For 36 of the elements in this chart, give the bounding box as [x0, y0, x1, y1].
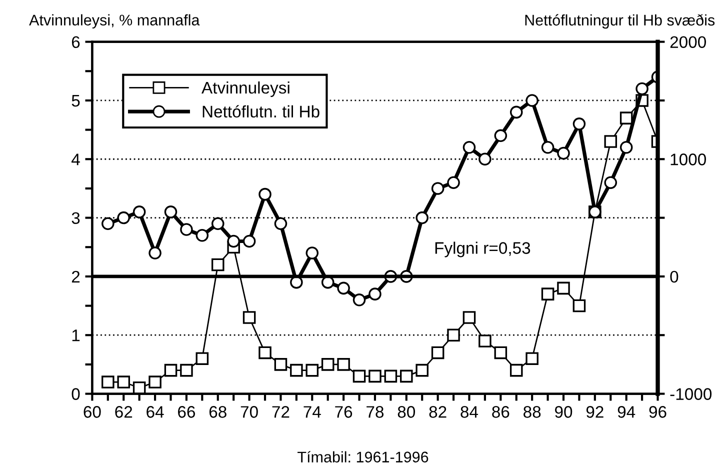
- y2-tick-label: -1000: [670, 388, 712, 400]
- y-tick-label: 5: [72, 95, 80, 107]
- legend-label: Nettóflutn. til Hb: [202, 105, 320, 118]
- y2-tick-label: 2000: [670, 36, 706, 48]
- x-tick-label: 84: [460, 406, 478, 418]
- y2-tick-label: 1000: [670, 154, 706, 166]
- annotation: Fylgni r=0,53: [435, 242, 530, 258]
- y-tick-label: 2: [72, 270, 80, 282]
- x-tick-label: 68: [209, 406, 226, 418]
- x-tick-label: 70: [240, 406, 258, 418]
- x-tick-label: 72: [272, 406, 290, 418]
- x-tick-label: 88: [524, 406, 541, 418]
- x-tick-label: 86: [492, 406, 510, 418]
- y-tick-label: 6: [72, 36, 80, 48]
- x-tick-label: 66: [178, 406, 195, 418]
- y-tick-label: 3: [72, 212, 80, 224]
- x-tick-label: 94: [618, 406, 636, 418]
- legend-label: Atvinnuleysi: [202, 81, 290, 97]
- x-tick-label: 80: [398, 406, 416, 418]
- y-axis-title: Atvinnuleysi, % mannafla: [29, 14, 200, 28]
- x-tick-label: 78: [366, 406, 384, 418]
- y-tick-label: 4: [72, 154, 80, 166]
- x-tick-label: 92: [586, 406, 604, 418]
- y-tick-label: 0: [72, 388, 80, 400]
- x-tick-label: 96: [649, 406, 666, 418]
- y2-tick-label: 0: [670, 270, 678, 283]
- x-tick-label: 64: [146, 406, 164, 418]
- x-tick-label: 90: [555, 406, 572, 418]
- x-tick-label: 60: [84, 406, 101, 418]
- x-tick-label: 62: [115, 406, 132, 418]
- y2-axis-title: Nettóflutningur til Hb svæðis: [525, 14, 715, 29]
- x-tick-label: 76: [335, 406, 352, 418]
- x-tick-label: 74: [304, 406, 321, 418]
- y-tick-label: 1: [72, 330, 80, 342]
- x-tick-label: 82: [429, 406, 446, 418]
- x-axis-title: Tímabil: 1961-1996: [298, 451, 428, 462]
